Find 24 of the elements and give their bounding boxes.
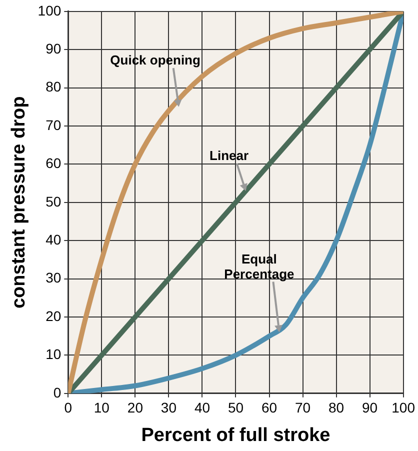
y-tick-label: 10 bbox=[46, 346, 62, 362]
y-tick-label: 20 bbox=[46, 308, 62, 324]
x-tick-label: 90 bbox=[362, 400, 378, 416]
y-tick-label: 0 bbox=[53, 384, 62, 400]
y-axis-title: constant pressure drop bbox=[8, 96, 30, 309]
x-tick-label: 40 bbox=[194, 400, 210, 416]
x-axis-title: Percent of full stroke bbox=[141, 424, 330, 446]
x-tick-label: 100 bbox=[392, 400, 416, 416]
y-tick-label: 50 bbox=[46, 193, 62, 210]
x-tick-label: 70 bbox=[294, 400, 311, 416]
y-tick-label: 90 bbox=[46, 40, 62, 56]
y-tick-label: 40 bbox=[46, 231, 62, 248]
x-tick-label: 0 bbox=[64, 400, 72, 416]
x-tick-label: 10 bbox=[94, 400, 110, 416]
x-tick-label: 80 bbox=[328, 400, 344, 416]
x-tick-label: 30 bbox=[160, 400, 177, 416]
y-tick-label: 70 bbox=[46, 116, 62, 133]
y-tick-label: 60 bbox=[46, 155, 62, 172]
y-tick-label: 100 bbox=[38, 2, 62, 18]
x-tick-label: 50 bbox=[228, 400, 244, 416]
y-tick-label: 80 bbox=[46, 78, 62, 95]
x-tick-label: 60 bbox=[261, 400, 278, 416]
x-tick-label: 20 bbox=[127, 400, 144, 416]
y-tick-label: 30 bbox=[46, 270, 62, 286]
